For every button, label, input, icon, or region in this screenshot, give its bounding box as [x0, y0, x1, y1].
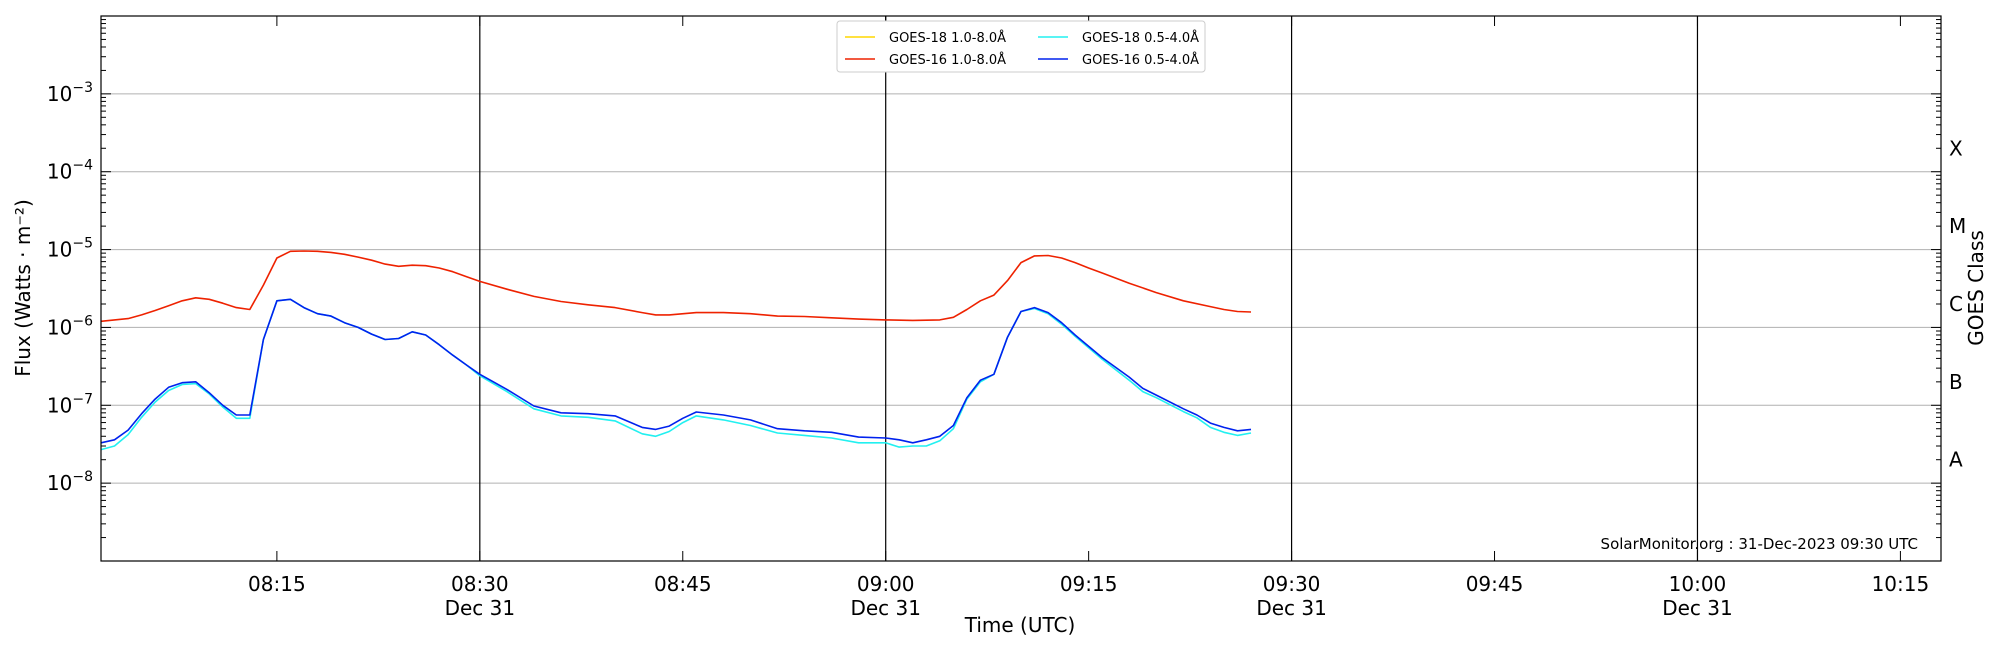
- x-axis-label: Time (UTC): [964, 613, 1076, 637]
- x-tick-label: 09:30: [1263, 572, 1321, 596]
- y-tick-label: 10−3: [47, 80, 93, 106]
- series-lines: [100, 250, 1252, 451]
- x-tick-label: 08:30: [451, 572, 509, 596]
- x-tick-label: 09:45: [1466, 572, 1524, 596]
- goes-class-axis-label: GOES Class: [1964, 230, 1988, 346]
- x-tick-date-label: Dec 31: [850, 596, 921, 620]
- goes-class-label: X: [1949, 136, 1963, 160]
- goes-class-label: A: [1949, 448, 1963, 472]
- y-tick-label: 10−6: [47, 313, 93, 339]
- y-tick-label: 10−7: [47, 391, 93, 417]
- legend-label: GOES-16 1.0-8.0Å: [889, 52, 1006, 68]
- gridlines: [101, 93, 1941, 484]
- x-tick-label: 09:15: [1060, 572, 1118, 596]
- y-tick-label: 10−4: [47, 158, 93, 184]
- series-line: [100, 298, 1252, 444]
- credit-text: SolarMonitor.org : 31-Dec-2023 09:30 UTC: [1601, 535, 1918, 553]
- x-tick-label: 09:00: [857, 572, 915, 596]
- legend-label: GOES-18 1.0-8.0Å: [889, 30, 1006, 46]
- y-axis-label: Flux (Watts · m⁻²): [11, 199, 35, 377]
- goes-class-label: B: [1949, 370, 1963, 394]
- x-tick-date-label: Dec 31: [445, 596, 516, 620]
- series-line: [100, 250, 1252, 323]
- x-tick-date-label: Dec 31: [1662, 596, 1733, 620]
- x-tick-label: 08:15: [248, 572, 306, 596]
- goes-class-label: M: [1949, 214, 1966, 238]
- legend-box: [836, 20, 1206, 73]
- legend-label: GOES-18 0.5-4.0Å: [1082, 30, 1199, 46]
- x-tick-label: 08:45: [654, 572, 712, 596]
- legend-label: GOES-16 0.5-4.0Å: [1082, 52, 1199, 68]
- goes-class-label: C: [1949, 292, 1963, 316]
- y-tick-label: 10−8: [47, 469, 93, 495]
- plot-frame: [100, 15, 1942, 562]
- x-tick-date-label: Dec 31: [1256, 596, 1327, 620]
- x-tick-label: 10:15: [1872, 572, 1930, 596]
- day-boundary-lines: [479, 16, 1699, 561]
- legend: GOES-18 1.0-8.0Å GOES-16 1.0-8.0Å GOES-18 …: [836, 20, 1206, 73]
- y-tick-label: 10−5: [47, 236, 93, 262]
- x-tick-label: 10:00: [1669, 572, 1727, 596]
